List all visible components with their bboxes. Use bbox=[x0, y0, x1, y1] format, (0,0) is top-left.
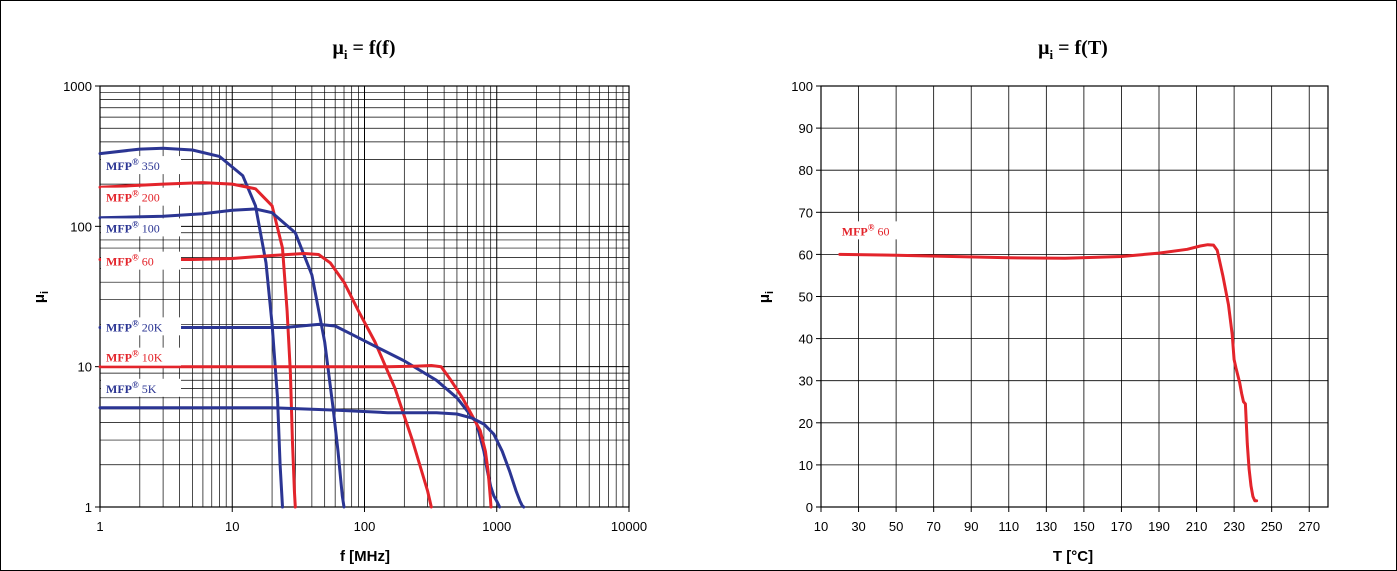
series-line bbox=[838, 243, 1259, 503]
series-label: MFP® 200 bbox=[106, 189, 160, 205]
y-tick-label: 100 bbox=[791, 79, 813, 94]
y-tick-label: 100 bbox=[70, 219, 92, 234]
x-tick-label: 210 bbox=[1186, 519, 1208, 534]
grid-right bbox=[821, 86, 1328, 507]
y-tick-label: 40 bbox=[799, 332, 813, 347]
series-lines-left bbox=[98, 146, 526, 509]
y-tick-label: 20 bbox=[799, 416, 813, 431]
x-tick-label: 230 bbox=[1223, 519, 1245, 534]
x-axis-label-left: f [MHz] bbox=[340, 548, 390, 565]
tick-labels-left: 1 10 100 1000 10000 1 10 100 1000 bbox=[63, 79, 647, 534]
series-label: MFP® 60 bbox=[842, 222, 890, 238]
series-line bbox=[98, 252, 433, 509]
permeability-vs-temperature-chart: μi = f(T) 10 30 50 70 90 110 130 150 170 190 210 23… bbox=[756, 37, 1329, 565]
x-tick-label: 250 bbox=[1261, 519, 1283, 534]
y-tick-label: 10 bbox=[78, 360, 92, 375]
series-label: MFP® 5K bbox=[106, 380, 157, 396]
series-label: MFP® 10K bbox=[106, 349, 163, 365]
series-label-bg bbox=[101, 317, 181, 336]
y-tick-label: 1 bbox=[85, 500, 92, 515]
x-tick-label: 1000 bbox=[482, 519, 511, 534]
series-lines-right bbox=[838, 243, 1259, 503]
x-tick-label: 70 bbox=[926, 519, 940, 534]
series-label: MFP® 100 bbox=[106, 219, 160, 235]
chart-title-right: μi = f(T) bbox=[1038, 37, 1108, 62]
y-tick-label: 0 bbox=[806, 500, 813, 515]
x-tick-label: 10 bbox=[225, 519, 239, 534]
y-tick-label: 50 bbox=[799, 290, 813, 305]
x-tick-label: 10000 bbox=[611, 519, 647, 534]
series-label-bg bbox=[101, 187, 181, 206]
series-line bbox=[98, 406, 526, 509]
series-label-bg bbox=[101, 251, 181, 270]
tick-labels-right: 10 30 50 70 90 110 130 150 170 190 210 230 250 270010… bbox=[791, 79, 1320, 534]
x-tick-label: 30 bbox=[851, 519, 865, 534]
y-axis-label-right: μi bbox=[756, 291, 776, 303]
series-labels-right: MFP® 60 bbox=[837, 221, 904, 240]
series-label-bg bbox=[837, 221, 904, 240]
y-tick-label: 60 bbox=[799, 247, 813, 262]
series-line bbox=[98, 181, 297, 509]
series-label-bg bbox=[101, 218, 181, 237]
y-tick-label: 1000 bbox=[63, 79, 92, 94]
series-label: MFP® 350 bbox=[106, 157, 160, 173]
series-labels-left: MFP® 350 MFP® 200 MFP® 100 MFP® 60 MFP® 20K M… bbox=[101, 156, 181, 397]
x-tick-label: 270 bbox=[1298, 519, 1320, 534]
chart-title-left: μi = f(f) bbox=[332, 37, 395, 62]
x-tick-label: 1 bbox=[96, 519, 103, 534]
x-tick-label: 90 bbox=[964, 519, 978, 534]
x-tick-label: 190 bbox=[1148, 519, 1170, 534]
series-line bbox=[98, 364, 493, 509]
x-tick-label: 170 bbox=[1111, 519, 1133, 534]
x-tick-label: 100 bbox=[354, 519, 376, 534]
series-label-bg bbox=[101, 156, 181, 175]
grid-left bbox=[100, 86, 629, 507]
y-tick-label: 30 bbox=[799, 374, 813, 389]
x-axis-label-right: T [°C] bbox=[1053, 548, 1093, 565]
series-label: MFP® 60 bbox=[106, 253, 154, 269]
y-tick-label: 90 bbox=[799, 121, 813, 136]
series-label-bg bbox=[101, 378, 181, 397]
y-tick-label: 80 bbox=[799, 163, 813, 178]
y-axis-label-left: μi bbox=[31, 291, 51, 303]
y-tick-label: 70 bbox=[799, 205, 813, 220]
series-line bbox=[98, 322, 502, 509]
series-label-bg bbox=[101, 347, 181, 366]
y-tick-label: 10 bbox=[799, 458, 813, 473]
x-tick-label: 150 bbox=[1073, 519, 1095, 534]
x-tick-label: 110 bbox=[998, 519, 1019, 534]
permeability-vs-frequency-chart: μi = f(f) 1 10 100 1000 10000 1 10 100 1000 MFP®… bbox=[31, 37, 647, 565]
x-tick-label: 50 bbox=[889, 519, 903, 534]
x-tick-label: 130 bbox=[1035, 519, 1057, 534]
x-tick-label: 10 bbox=[814, 519, 828, 534]
series-label: MFP® 20K bbox=[106, 318, 163, 334]
